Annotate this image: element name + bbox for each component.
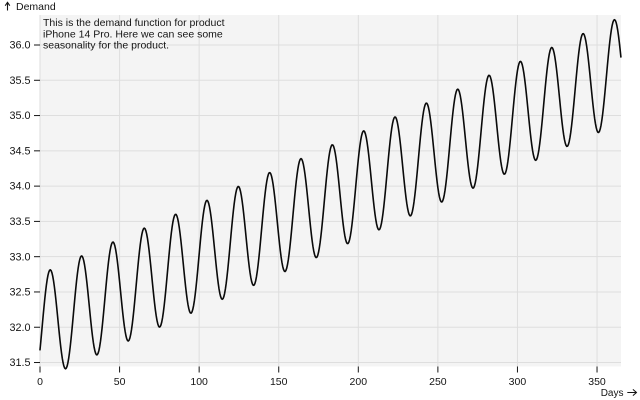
svg-text:200: 200 — [350, 376, 368, 388]
svg-text:35.5: 35.5 — [9, 75, 30, 87]
svg-text:0: 0 — [37, 376, 43, 388]
svg-text:50: 50 — [114, 376, 126, 388]
svg-text:350: 350 — [588, 376, 606, 388]
svg-text:33.5: 33.5 — [9, 216, 30, 228]
svg-text:100: 100 — [190, 376, 208, 388]
svg-text:34.5: 34.5 — [9, 145, 30, 157]
svg-text:31.5: 31.5 — [9, 357, 30, 369]
svg-text:300: 300 — [509, 376, 527, 388]
svg-text:Days: Days — [601, 388, 624, 399]
svg-text:35.0: 35.0 — [9, 110, 30, 122]
svg-text:36.0: 36.0 — [9, 40, 30, 52]
svg-text:150: 150 — [270, 376, 288, 388]
svg-text:32.0: 32.0 — [9, 322, 30, 334]
svg-text:seasonality for the product.: seasonality for the product. — [43, 40, 169, 52]
svg-text:33.0: 33.0 — [9, 251, 30, 263]
svg-text:iPhone 14 Pro. Here we can see: iPhone 14 Pro. Here we can see some — [43, 28, 223, 40]
svg-text:34.0: 34.0 — [9, 181, 30, 193]
svg-text:32.5: 32.5 — [9, 287, 30, 299]
svg-text:This is the demand function fo: This is the demand function for product — [43, 17, 225, 29]
svg-text:Demand: Demand — [16, 1, 56, 13]
svg-text:250: 250 — [429, 376, 447, 388]
